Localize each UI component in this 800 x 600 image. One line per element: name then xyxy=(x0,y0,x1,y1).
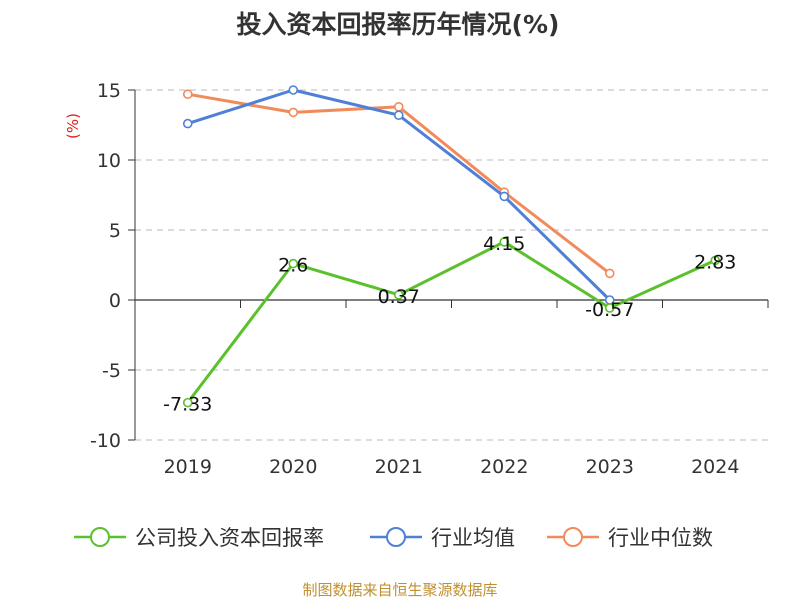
data-point xyxy=(393,102,404,112)
data-point xyxy=(499,191,510,202)
legend-swatch-marker xyxy=(563,527,583,547)
data-label: 2.83 xyxy=(694,251,736,273)
y-tick-label: 0 xyxy=(109,290,121,312)
legend-label: 行业均值 xyxy=(431,526,515,550)
data-label: 4.15 xyxy=(483,233,525,255)
data-label: -0.57 xyxy=(585,299,634,321)
legend-label: 行业中位数 xyxy=(608,526,713,550)
data-label: -7.33 xyxy=(163,394,212,416)
x-tick-label: 2019 xyxy=(164,456,212,478)
legend-swatch-marker xyxy=(90,527,110,547)
data-point xyxy=(604,268,615,279)
data-point xyxy=(710,255,721,266)
x-tick-label: 2020 xyxy=(269,456,317,478)
x-tick-label: 2021 xyxy=(375,456,423,478)
y-tick-labels: 15 10 5 0 -5 -10 xyxy=(90,80,121,452)
source-note: 制图数据来自恒生聚源数据库 xyxy=(302,581,497,599)
series-line xyxy=(186,240,716,404)
data-labels: -7.33 2.6 0.37 4.15 -0.57 2.83 xyxy=(163,233,736,416)
data-point xyxy=(182,397,193,408)
data-label: 2.6 xyxy=(278,255,308,277)
grid-lines xyxy=(135,89,768,441)
data-point xyxy=(288,258,299,269)
legend-label: 公司投入资本回报率 xyxy=(135,526,324,550)
x-tick-label: 2022 xyxy=(480,456,528,478)
data-point xyxy=(182,118,193,129)
data-point xyxy=(499,237,510,247)
legend-swatch-marker xyxy=(386,527,406,547)
x-tick-labels: 2019 2020 2021 2022 2023 2024 xyxy=(164,456,740,478)
data-point xyxy=(288,107,299,118)
data-point xyxy=(288,85,299,95)
data-point xyxy=(393,290,404,300)
x-tick-label: 2024 xyxy=(691,456,739,478)
series-lines xyxy=(182,85,721,408)
y-tick-label: 10 xyxy=(97,150,121,172)
y-axis-unit: (%) xyxy=(64,113,82,139)
data-point xyxy=(604,303,615,313)
data-point xyxy=(393,110,404,120)
data-label: 0.37 xyxy=(378,286,420,308)
y-tick-label: -10 xyxy=(90,430,121,452)
data-point xyxy=(182,89,193,99)
series-line xyxy=(187,92,611,275)
axes xyxy=(128,89,769,441)
legend: 公司投入资本回报率 行业均值 行业中位数 xyxy=(74,526,713,550)
chart-title: 投入资本回报率历年情况(%) xyxy=(237,10,560,39)
y-tick-label: -5 xyxy=(102,360,121,382)
y-tick-label: 5 xyxy=(109,220,121,242)
y-tick-label: 15 xyxy=(97,80,121,102)
x-tick-label: 2023 xyxy=(586,456,634,478)
